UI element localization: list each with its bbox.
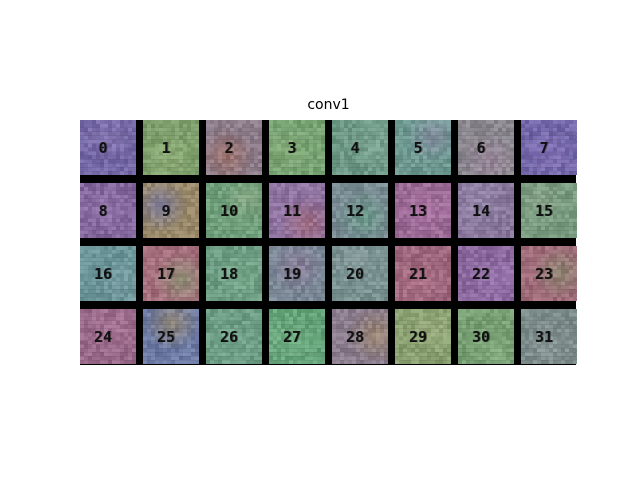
filter-index-label: 11 (282, 201, 302, 220)
filter-index-label: 20 (345, 264, 365, 283)
filter-index-label: 25 (156, 327, 176, 346)
filter-tile: 10 (206, 183, 262, 238)
filter-index-label: 27 (282, 327, 302, 346)
filter-index-label: 13 (408, 201, 428, 220)
filter-tile: 31 (521, 309, 577, 364)
filter-texture (458, 183, 514, 238)
figure-title: conv1 (307, 97, 350, 113)
filter-texture (269, 120, 325, 175)
filter-tile: 16 (80, 246, 136, 301)
filter-tile: 30 (458, 309, 514, 364)
filter-tile: 0 (80, 120, 136, 175)
filter-index-label: 5 (413, 138, 423, 157)
filter-texture (332, 120, 388, 175)
filter-texture (332, 246, 388, 301)
filter-texture (80, 183, 136, 238)
filter-tile: 18 (206, 246, 262, 301)
filter-tile: 4 (332, 120, 388, 175)
filter-texture (143, 246, 199, 301)
filter-tile: 12 (332, 183, 388, 238)
filter-texture (395, 309, 451, 364)
filter-texture (395, 246, 451, 301)
filter-texture (269, 183, 325, 238)
filter-tile: 25 (143, 309, 199, 364)
filter-texture (269, 246, 325, 301)
filter-tile: 26 (206, 309, 262, 364)
filter-index-label: 17 (156, 264, 176, 283)
filter-tile: 8 (80, 183, 136, 238)
filter-tile: 14 (458, 183, 514, 238)
filter-index-label: 7 (539, 138, 549, 157)
filter-texture (206, 120, 262, 175)
filter-tile: 1 (143, 120, 199, 175)
filter-index-label: 15 (534, 201, 554, 220)
filter-texture (521, 183, 577, 238)
filter-texture (521, 246, 577, 301)
filter-tile: 3 (269, 120, 325, 175)
filter-tile: 5 (395, 120, 451, 175)
filter-tile: 29 (395, 309, 451, 364)
filter-index-label: 10 (219, 201, 239, 220)
filter-tile: 11 (269, 183, 325, 238)
filter-tile: 9 (143, 183, 199, 238)
filter-index-label: 9 (161, 201, 171, 220)
filter-grid: 0 1 2 3 4 5 6 7 8 9 10 11 12 13 14 15 16 17 18 19 20 21 22 23 24… (80, 120, 577, 365)
filter-index-label: 26 (219, 327, 239, 346)
filter-index-label: 28 (345, 327, 365, 346)
filter-texture (395, 120, 451, 175)
filter-tile: 17 (143, 246, 199, 301)
filter-texture (332, 309, 388, 364)
filter-tile: 6 (458, 120, 514, 175)
filter-tile: 13 (395, 183, 451, 238)
filter-texture (206, 183, 262, 238)
filter-tile: 15 (521, 183, 577, 238)
filter-texture (395, 183, 451, 238)
filter-index-label: 6 (476, 138, 486, 157)
filter-index-label: 0 (98, 138, 108, 157)
filter-index-label: 12 (345, 201, 365, 220)
filter-index-label: 29 (408, 327, 428, 346)
filter-tile: 19 (269, 246, 325, 301)
filter-index-label: 3 (287, 138, 297, 157)
filter-index-label: 31 (534, 327, 554, 346)
filter-tile: 22 (458, 246, 514, 301)
filter-index-label: 30 (471, 327, 491, 346)
filter-index-label: 4 (350, 138, 360, 157)
filter-texture (143, 309, 199, 364)
filter-texture (458, 120, 514, 175)
filter-texture (206, 246, 262, 301)
filter-tile: 2 (206, 120, 262, 175)
filter-tile: 23 (521, 246, 577, 301)
filter-texture (521, 309, 577, 364)
filter-texture (206, 309, 262, 364)
filter-tile: 7 (521, 120, 577, 175)
filter-texture (332, 183, 388, 238)
filter-tile: 21 (395, 246, 451, 301)
filter-texture (143, 120, 199, 175)
filter-index-label: 22 (471, 264, 491, 283)
filter-index-label: 16 (93, 264, 113, 283)
filter-tile: 27 (269, 309, 325, 364)
filter-tile: 28 (332, 309, 388, 364)
filter-texture (521, 120, 577, 175)
filter-texture (80, 120, 136, 175)
filter-index-label: 21 (408, 264, 428, 283)
filter-index-label: 8 (98, 201, 108, 220)
filter-index-label: 14 (471, 201, 491, 220)
filter-index-label: 24 (93, 327, 113, 346)
filter-index-label: 23 (534, 264, 554, 283)
filter-texture (80, 309, 136, 364)
filter-texture (458, 246, 514, 301)
filter-tile: 20 (332, 246, 388, 301)
filter-texture (80, 246, 136, 301)
filter-texture (269, 309, 325, 364)
filter-tile: 24 (80, 309, 136, 364)
filter-index-label: 18 (219, 264, 239, 283)
filter-texture (458, 309, 514, 364)
filter-index-label: 2 (224, 138, 234, 157)
filter-index-label: 19 (282, 264, 302, 283)
filter-index-label: 1 (161, 138, 171, 157)
filter-texture (143, 183, 199, 238)
